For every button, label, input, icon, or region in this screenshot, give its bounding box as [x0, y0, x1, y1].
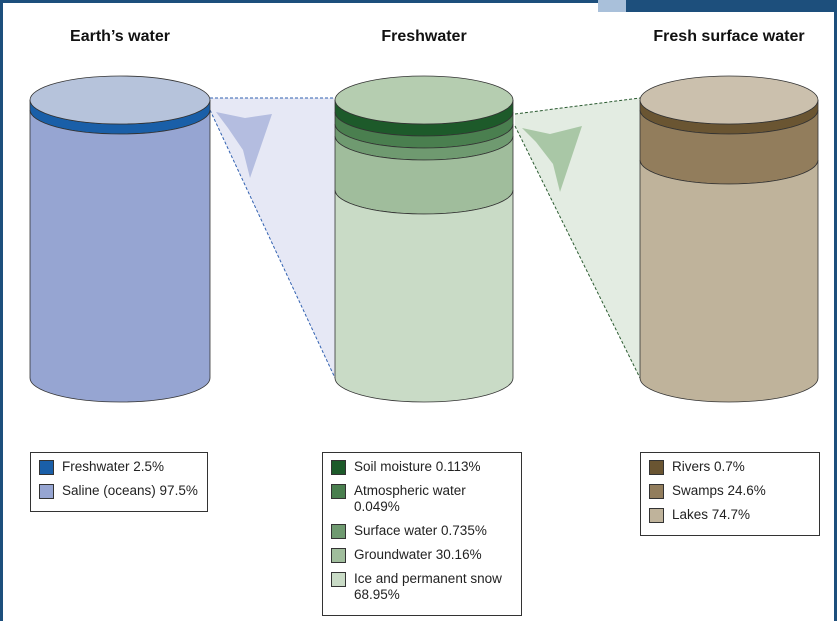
panel-title: Fresh surface water	[609, 28, 837, 46]
legend-swatch	[649, 460, 664, 475]
legend-item: Soil moisture 0.113%	[331, 459, 513, 475]
tab	[598, 0, 626, 12]
legend-label: Lakes 74.7%	[672, 507, 750, 523]
legend: Soil moisture 0.113% Atmospheric water 0.…	[322, 452, 522, 616]
legend-label: Swamps 24.6%	[672, 483, 766, 499]
cylinder-top	[640, 76, 818, 124]
legend: Freshwater 2.5% Saline (oceans) 97.5%	[30, 452, 208, 512]
legend-label: Saline (oceans) 97.5%	[62, 483, 198, 499]
legend-swatch	[331, 572, 346, 587]
legend-item: Saline (oceans) 97.5%	[39, 483, 199, 499]
legend-label: Ice and permanent snow 68.95%	[354, 571, 513, 603]
legend-swatch	[331, 548, 346, 563]
legend-label: Groundwater 30.16%	[354, 547, 482, 563]
legend-item: Rivers 0.7%	[649, 459, 811, 475]
legend-label: Surface water 0.735%	[354, 523, 487, 539]
legend: Rivers 0.7% Swamps 24.6% Lakes 74.7%	[640, 452, 820, 536]
legend-label: Soil moisture 0.113%	[354, 459, 481, 475]
legend-swatch	[649, 484, 664, 499]
panel-title: Freshwater	[304, 28, 544, 46]
legend-label: Freshwater 2.5%	[62, 459, 164, 475]
cylinder-top	[30, 76, 210, 124]
legend-item: Atmospheric water 0.049%	[331, 483, 513, 515]
legend-item: Ice and permanent snow 68.95%	[331, 571, 513, 603]
cylinder-band	[640, 160, 818, 402]
tab	[626, 0, 837, 12]
legend-label: Rivers 0.7%	[672, 459, 745, 475]
legend-swatch	[331, 524, 346, 539]
legend-swatch	[649, 508, 664, 523]
legend-swatch	[331, 460, 346, 475]
legend-swatch	[331, 484, 346, 499]
legend-swatch	[39, 484, 54, 499]
page: Earth’s water Freshwater 2.5% Saline (ocea…	[0, 0, 837, 621]
legend-item: Surface water 0.735%	[331, 523, 513, 539]
cylinder-band	[30, 110, 210, 402]
legend-swatch	[39, 460, 54, 475]
legend-item: Swamps 24.6%	[649, 483, 811, 499]
panel-title: Earth’s water	[0, 28, 240, 46]
legend-item: Groundwater 30.16%	[331, 547, 513, 563]
cylinder-top	[335, 76, 513, 124]
cylinder-band	[335, 190, 513, 402]
legend-item: Freshwater 2.5%	[39, 459, 199, 475]
funnel	[515, 98, 640, 378]
funnel	[210, 98, 335, 378]
legend-label: Atmospheric water 0.049%	[354, 483, 513, 515]
legend-item: Lakes 74.7%	[649, 507, 811, 523]
